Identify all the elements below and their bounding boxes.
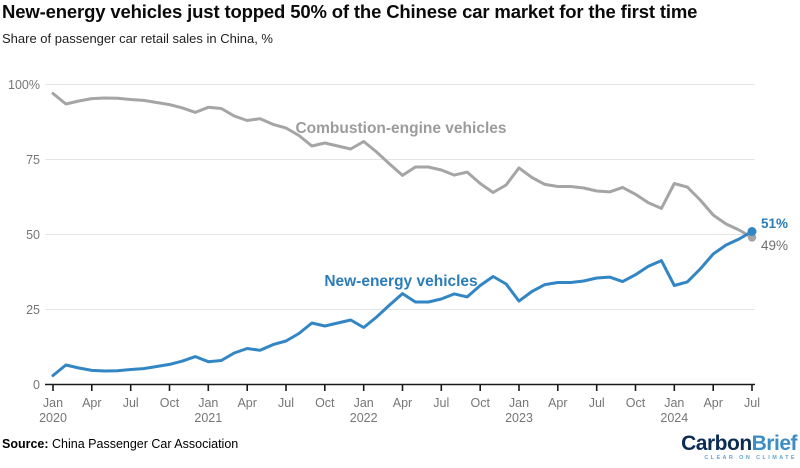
x-year-label: 2023 bbox=[505, 411, 533, 425]
combustion-line-label: Combustion-engine vehicles bbox=[295, 120, 506, 137]
source-text: China Passenger Car Association bbox=[48, 437, 239, 451]
x-tick-label: Jul bbox=[433, 396, 449, 410]
x-tick-label: Jan bbox=[198, 396, 218, 410]
combustion-line bbox=[51, 92, 754, 239]
x-tick-label: Apr bbox=[393, 396, 412, 410]
y-tick-label-0: 0 bbox=[33, 378, 40, 392]
x-tick-label: Jan bbox=[509, 396, 529, 410]
chart-title: New-energy vehicles just topped 50% of t… bbox=[2, 1, 698, 22]
x-tick-label: Apr bbox=[237, 396, 256, 410]
chart-subtitle: Share of passenger car retail sales in C… bbox=[2, 31, 273, 46]
y-tick-label-25: 25 bbox=[26, 303, 40, 317]
source-label: Source: bbox=[2, 437, 49, 451]
x-tick-label: Jan bbox=[354, 396, 374, 410]
carbonbrief-logo: CarbonBrief CLEAR ON CLIMATE bbox=[681, 433, 797, 462]
x-tick-label: Jul bbox=[123, 396, 139, 410]
x-tick-label: Oct bbox=[626, 396, 646, 410]
y-tick-label-75: 75 bbox=[26, 153, 40, 167]
y-tick-label-100: 100% bbox=[8, 78, 40, 92]
x-tick-label: Jan bbox=[43, 396, 63, 410]
logo-carbon: Carbon bbox=[681, 432, 752, 455]
x-year-label: 2020 bbox=[39, 411, 67, 425]
logo-brief: Brief bbox=[751, 432, 798, 455]
nev-line-label: New-energy vehicles bbox=[324, 273, 477, 290]
x-tick-label: Apr bbox=[703, 396, 722, 410]
source-line: Source: China Passenger Car Association bbox=[2, 437, 238, 451]
x-tick-label: Jul bbox=[278, 396, 294, 410]
x-tick-label: Jul bbox=[589, 396, 605, 410]
x-tick-label: Oct bbox=[470, 396, 490, 410]
x-tick-label: Apr bbox=[82, 396, 101, 410]
x-tick-label: Apr bbox=[548, 396, 567, 410]
x-tick-label: Oct bbox=[315, 396, 335, 410]
logo-tagline: CLEAR ON CLIMATE bbox=[704, 455, 797, 461]
nev-line-end-dot bbox=[747, 227, 757, 236]
y-tick-label-50: 50 bbox=[26, 228, 40, 242]
x-tick-label: Oct bbox=[160, 396, 180, 410]
nev-line bbox=[51, 230, 754, 377]
x-tick-label: Jan bbox=[664, 396, 684, 410]
x-tick-label: Jul bbox=[744, 396, 760, 410]
combustion-line-end-label: 49% bbox=[761, 238, 788, 253]
carbonbrief-wordmark: CarbonBrief bbox=[681, 433, 797, 454]
x-year-label: 2024 bbox=[660, 411, 688, 425]
nev-line-end-label: 51% bbox=[761, 216, 788, 231]
x-year-label: 2022 bbox=[350, 411, 378, 425]
x-year-label: 2021 bbox=[194, 411, 222, 425]
